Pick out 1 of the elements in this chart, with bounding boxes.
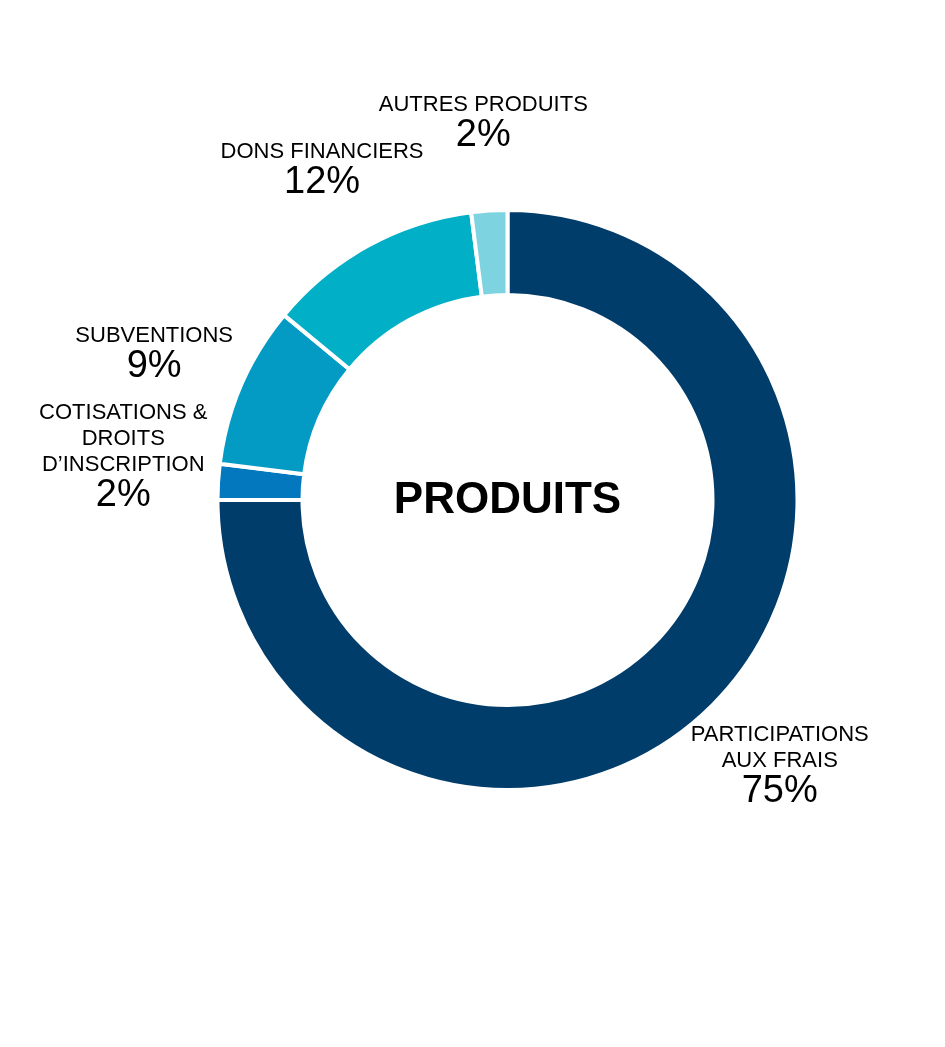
text: PRODUITS <box>393 473 622 522</box>
